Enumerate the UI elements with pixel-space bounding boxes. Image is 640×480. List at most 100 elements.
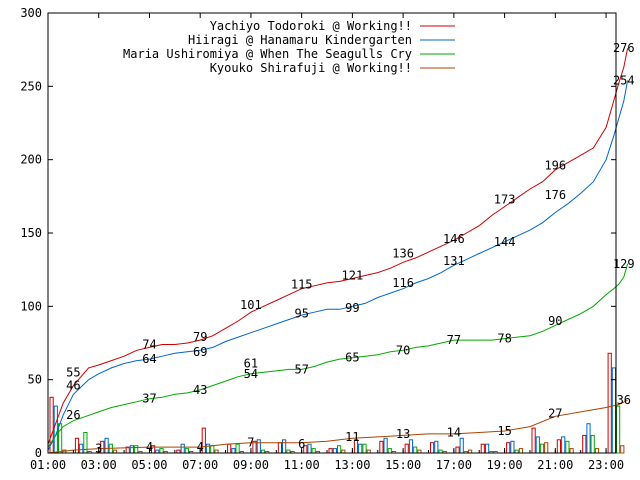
data-label: 15 [497,424,511,438]
hourly-bar [332,448,337,454]
hourly-bar [518,448,523,454]
x-tick-label: 01:00 [30,458,66,472]
data-label: 57 [294,362,308,376]
series-line [47,263,629,448]
legend-label: Kyouko Shirafuji @ Working!! [210,61,412,75]
data-label: 121 [342,269,364,283]
data-label: 78 [497,332,511,346]
hourly-bar [408,439,414,454]
data-label: 4 [146,440,153,454]
data-label: 95 [294,307,308,321]
y-tick-label: 50 [28,373,42,387]
data-label: 74 [142,338,156,352]
x-tick-label: 17:00 [436,458,472,472]
plot-frame [47,12,617,454]
y-tick-label: 150 [20,226,42,240]
x-tick-label: 09:00 [233,458,269,472]
hourly-bar [282,439,287,454]
data-labels: 5574791011151211361461731962764664696195… [66,41,634,455]
data-label: 55 [66,365,80,379]
hourly-bar [544,442,549,454]
hourly-bar [480,443,485,454]
hourly-bar [184,448,190,454]
legend-label: Maria Ushiromiya @ When The Seagulls Cry [123,47,412,61]
x-tick-label: 19:00 [487,458,523,472]
hourly-bar [506,442,511,454]
data-label: 99 [345,301,359,315]
y-tick-label: 0 [35,446,42,460]
data-label: 37 [142,392,156,406]
axes: 0 50 100 150 200 250 300 01:00 03:00 05:00 07:00 09… [20,6,624,472]
data-label: 129 [613,257,635,271]
data-label: 26 [66,408,80,422]
hourly-bar [485,443,490,454]
x-tick-label: 05:00 [131,458,167,472]
hourly-bar [611,367,616,454]
hourly-bar [307,443,312,454]
hourly-bar [539,443,545,454]
y-tick-label: 200 [20,153,42,167]
data-label: 77 [447,333,461,347]
hourly-bar [430,442,435,454]
legend-label: Hiiragi @ Hanamaru Kindergarten [188,33,412,47]
data-label: 196 [544,159,566,173]
hourly-bar [205,443,211,454]
data-label: 43 [193,383,207,397]
hourly-bar [590,434,595,454]
series-line [47,48,629,445]
data-label: 69 [193,345,207,359]
x-tick-label: 23:00 [588,458,624,472]
hourly-bar [277,442,282,454]
data-label: 79 [193,330,207,344]
hourly-bar [616,405,621,454]
legend-label: Yachiyo Todoroki @ Working!! [210,19,412,33]
y-tick-label: 100 [20,299,42,313]
x-tick-label: 15:00 [385,458,421,472]
y-tick-label: 300 [20,6,42,20]
data-label: 54 [244,367,258,381]
data-label: 7 [247,436,254,450]
hourly-bars [49,352,625,454]
hourly-bar [413,446,418,454]
data-label: 276 [613,41,635,55]
hourly-bar [556,439,561,454]
hourly-bar [311,448,316,454]
hourly-bar [328,448,333,454]
hourly-bar [358,443,363,454]
hourly-bar [586,423,591,454]
hourly-bar [565,440,570,454]
hourly-bar [362,443,367,454]
hourly-bar [74,437,80,454]
data-label: 90 [548,314,562,328]
legend: Yachiyo Todoroki @ Working!!Hiiragi @ Ha… [123,19,455,75]
data-label: 131 [443,254,465,268]
hourly-bar [235,443,240,454]
data-label: 46 [66,379,80,393]
data-label: 144 [494,235,516,249]
hourly-bar [180,443,185,454]
hourly-bar [387,448,392,454]
series-line [47,80,629,451]
hourly-bar [379,440,384,454]
hourly-bar [510,440,515,454]
data-label: 116 [392,276,414,290]
hourly-bar [129,445,135,454]
data-label: 64 [142,352,156,366]
hourly-bar [582,434,587,454]
hourly-bar [594,448,600,454]
data-label: 11 [345,430,359,444]
hourly-bar [561,436,566,454]
hourly-bar [159,448,164,454]
data-label: 176 [544,188,566,202]
series-line [47,399,628,454]
data-label: 70 [396,343,410,357]
y-tick-label: 250 [20,79,42,93]
hourly-bar [531,427,536,454]
data-label: 101 [240,298,262,312]
hourly-bar [337,445,342,454]
data-label: 173 [494,192,516,206]
data-label: 13 [396,427,410,441]
data-label: 36 [617,393,631,407]
hourly-bar [210,445,215,454]
